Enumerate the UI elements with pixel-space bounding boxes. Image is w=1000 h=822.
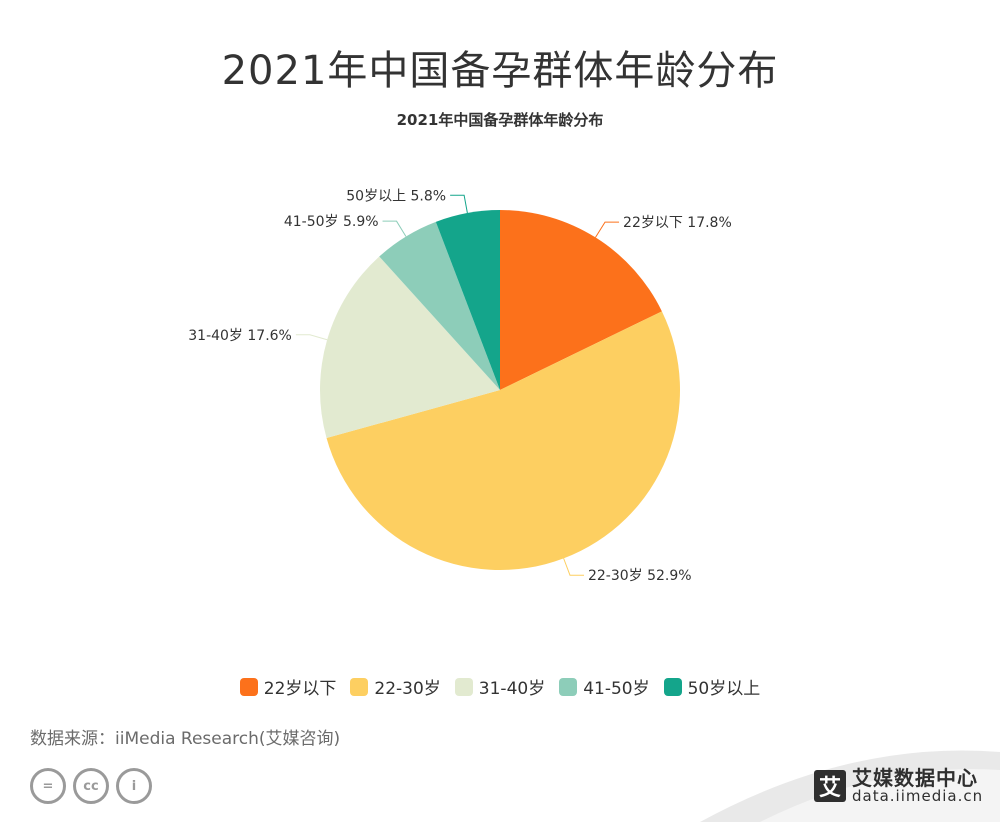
legend-swatch bbox=[350, 677, 369, 696]
chart-legend: 22岁以下 22-30岁 31-40岁 41-50岁 50岁以上 bbox=[0, 674, 1000, 699]
label-leader-line bbox=[382, 220, 407, 237]
cc-equal-icon: = bbox=[30, 768, 66, 804]
legend-item[interactable]: 31-40岁 bbox=[454, 674, 546, 699]
legend-label: 31-40岁 bbox=[478, 679, 546, 699]
legend-swatch bbox=[559, 677, 578, 696]
slice-label: 22岁以下 17.8% bbox=[623, 215, 732, 231]
slice-label: 22-30岁 52.9% bbox=[588, 568, 692, 584]
source-note: 数据来源：iiMedia Research(艾媒咨询) bbox=[30, 729, 341, 749]
chart-title: 2021年中国备孕群体年龄分布 bbox=[397, 111, 604, 129]
slice-label: 41-50岁 5.9% bbox=[284, 214, 379, 230]
label-leader-line bbox=[595, 221, 620, 238]
legend-item[interactable]: 22岁以下 bbox=[239, 674, 337, 699]
legend-label: 22-30岁 bbox=[374, 679, 441, 699]
legend-item[interactable]: 22-30岁 bbox=[350, 674, 441, 699]
legend-swatch bbox=[239, 677, 258, 696]
pie-slices bbox=[319, 210, 680, 570]
pie-labels: 22岁以下 17.8% 22-30岁 52.9% 31-40岁 17.6% 41-50… bbox=[188, 188, 732, 584]
page-title: 2021年中国备孕群体年龄分布 bbox=[221, 48, 779, 94]
slice-label: 50岁以上 5.8% bbox=[346, 188, 446, 204]
legend-swatch bbox=[663, 677, 682, 696]
legend-label: 41-50岁 bbox=[583, 679, 650, 699]
pie-slice bbox=[500, 210, 662, 390]
cc-by-icon: i bbox=[116, 768, 152, 804]
brand-logo-block: 艾 艾媒数据中心 data.iimedia.cn bbox=[814, 768, 983, 805]
legend-item[interactable]: 41-50岁 bbox=[559, 674, 650, 699]
license-icons: = cc i bbox=[30, 768, 152, 804]
label-leader-line bbox=[450, 194, 468, 214]
pie-slice bbox=[379, 221, 500, 390]
brand-name: 艾媒数据中心 bbox=[852, 766, 978, 790]
brand-logo-icon: 艾 bbox=[814, 770, 846, 803]
pie-slice bbox=[319, 256, 500, 439]
label-leader-line bbox=[295, 334, 328, 341]
slice-label: 31-40岁 17.6% bbox=[188, 328, 292, 344]
label-leader-line bbox=[563, 558, 584, 576]
cc-icon: cc bbox=[73, 768, 109, 804]
brand-url: data.iimedia.cn bbox=[852, 787, 984, 805]
legend-label: 22岁以下 bbox=[263, 679, 337, 699]
legend-item[interactable]: 50岁以上 bbox=[663, 674, 761, 699]
legend-swatch bbox=[454, 677, 473, 696]
pie-slice bbox=[326, 311, 680, 570]
legend-label: 50岁以上 bbox=[687, 679, 761, 699]
pie-slice bbox=[435, 210, 500, 390]
